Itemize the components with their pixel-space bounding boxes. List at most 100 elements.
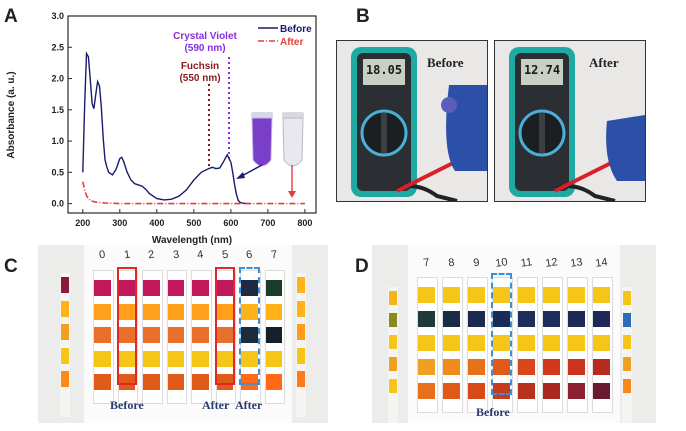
color-pad (216, 303, 233, 320)
column-number: 9 (472, 256, 481, 270)
color-pad (593, 311, 610, 327)
meter-after-reading: 12.74 (523, 63, 561, 77)
color-pad (265, 350, 282, 367)
color-pad (143, 350, 160, 367)
y-tick-label: 0.0 (51, 199, 64, 209)
x-tick-label: 800 (297, 218, 312, 228)
reference-pad (61, 300, 69, 317)
color-pad (192, 303, 209, 320)
photo-before-label: Before (427, 55, 464, 70)
reference-pad (61, 347, 69, 364)
reference-pad (389, 335, 397, 349)
reference-pad (297, 277, 305, 293)
reference-pad (61, 277, 69, 293)
column-number: 2 (147, 248, 156, 262)
x-tick-label: 300 (112, 218, 127, 228)
reference-strip-left (60, 273, 70, 417)
color-pad (143, 303, 160, 320)
highlight-box-blue-6 (239, 267, 260, 385)
color-pad (167, 303, 184, 320)
vial-after-arrowhead (288, 191, 296, 198)
fuchsin-label: Fuchsin (181, 61, 219, 72)
photo-after-label: After (589, 55, 619, 70)
reference-pad (297, 371, 305, 387)
color-pad (265, 374, 282, 390)
absorbance-chart: 200 300 400 500 600 700 800 0.0 0.5 1.0 1.5 2.0 2.5… (6, 11, 317, 246)
reference-pad (61, 324, 69, 340)
reference-pad (389, 357, 397, 371)
color-pad (443, 383, 460, 399)
column-number: 7 (422, 256, 431, 270)
color-pad (568, 335, 585, 351)
x-tick-label: 400 (149, 218, 164, 228)
label-c-after-red: After (202, 398, 230, 412)
color-pad (216, 350, 233, 367)
color-pad (216, 327, 233, 343)
color-pad (143, 280, 160, 296)
color-pad (94, 280, 111, 296)
color-pad (568, 287, 585, 303)
color-pad (593, 335, 610, 351)
y-tick-label: 1.0 (51, 136, 64, 146)
legend-before-label: Before (280, 24, 312, 35)
reference-strip-right (622, 287, 632, 423)
color-pad (443, 359, 460, 375)
strip-grid-d: 7 8 9 10 11 12 13 14 (414, 245, 614, 423)
crystal-violet-wavelength: (590 nm) (184, 43, 225, 54)
color-pad (493, 335, 510, 351)
color-pad (216, 280, 233, 296)
color-pad (493, 311, 510, 327)
y-tick-label: 2.5 (51, 42, 64, 52)
color-pad (443, 335, 460, 351)
color-pad (94, 350, 111, 367)
color-pad (543, 287, 560, 303)
color-pad (493, 359, 510, 375)
color-pad (468, 335, 485, 351)
color-pad (192, 350, 209, 367)
color-pad (543, 359, 560, 375)
color-pad (167, 280, 184, 296)
column-number: 11 (520, 256, 533, 270)
reference-pad (623, 291, 631, 305)
color-pad (568, 311, 585, 327)
legend-after-label: After (280, 37, 303, 48)
color-pad (192, 374, 209, 390)
column-number: 14 (594, 256, 609, 270)
label-d-before: Before (476, 405, 510, 419)
y-tick-label: 0.5 (51, 167, 64, 177)
column-number: 3 (171, 248, 180, 262)
reference-strip-right (296, 273, 306, 417)
x-tick-label: 200 (75, 218, 90, 228)
color-pad (241, 374, 258, 390)
color-pad (493, 383, 510, 399)
highlight-box-red-5 (214, 267, 235, 385)
series-before-line (82, 51, 250, 205)
panel-label-c: C (4, 256, 18, 277)
x-tick-label: 600 (223, 218, 238, 228)
highlight-box-blue-10 (491, 273, 512, 395)
color-pad (94, 374, 111, 390)
series-after-line (82, 181, 305, 205)
panel-label-d: D (355, 256, 369, 277)
color-pad (543, 311, 560, 327)
reference-pad (389, 379, 397, 393)
color-pad (518, 287, 535, 303)
color-pad (593, 383, 610, 399)
plot-frame (67, 15, 317, 214)
reference-pad (623, 335, 631, 349)
reference-pad (297, 347, 305, 364)
column-number: 8 (447, 256, 456, 270)
color-pad (265, 303, 282, 320)
column-number: 6 (245, 248, 254, 262)
column-number: 7 (269, 248, 278, 262)
color-pad (418, 383, 435, 399)
strip-grid-c: 0 1 2 3 4 5 6 7 (90, 245, 286, 423)
photo-ph-strips-c: 0 1 2 3 4 5 6 7 Before After After (38, 245, 328, 423)
column-number: 4 (196, 248, 205, 262)
color-pad (468, 311, 485, 327)
color-pad (418, 311, 435, 327)
column-number: 12 (544, 256, 559, 270)
color-pad (493, 287, 510, 303)
color-pad (241, 327, 258, 343)
vial-after (282, 112, 304, 167)
